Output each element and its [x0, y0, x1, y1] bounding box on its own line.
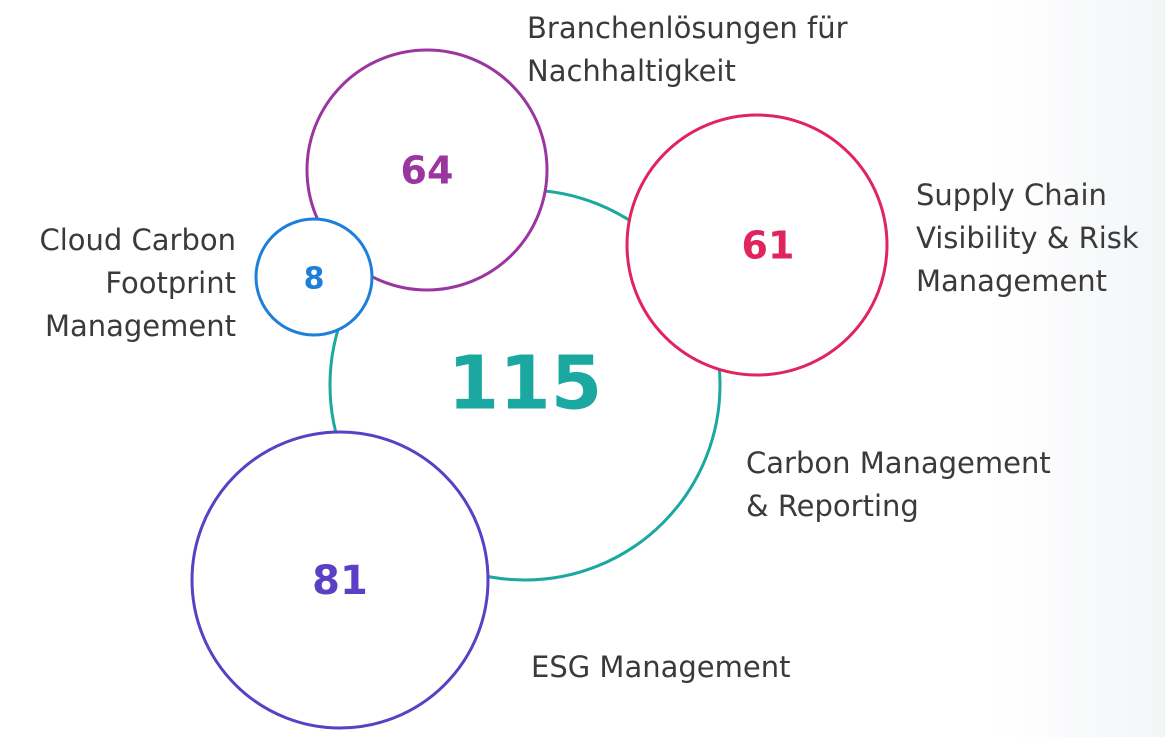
bubble-label: Branchenlösungen für	[527, 11, 848, 45]
bubble-value: 8	[304, 262, 325, 297]
bubble	[190, 430, 490, 730]
bubble-label: & Reporting	[746, 489, 919, 523]
bubble-label: Management	[916, 264, 1107, 298]
bubble-label: Supply Chain	[916, 178, 1107, 212]
bubble	[305, 48, 549, 292]
bubble-label: Footprint	[105, 266, 236, 300]
bubble-label: Nachhaltigkeit	[527, 54, 736, 88]
bubble-value: 61	[742, 224, 795, 268]
bubble-value: 64	[401, 149, 454, 193]
bubble-value: 81	[312, 558, 368, 604]
bubble-value: 115	[448, 341, 602, 427]
bubble-label: Visibility & Risk	[916, 221, 1139, 255]
bubble-label: Carbon Management	[746, 446, 1051, 480]
bubble-label: ESG Management	[531, 650, 790, 684]
bubble	[625, 113, 889, 377]
bubble-label: Cloud Carbon	[39, 223, 236, 257]
bubble-label: Management	[45, 309, 236, 343]
bubble	[254, 217, 374, 337]
